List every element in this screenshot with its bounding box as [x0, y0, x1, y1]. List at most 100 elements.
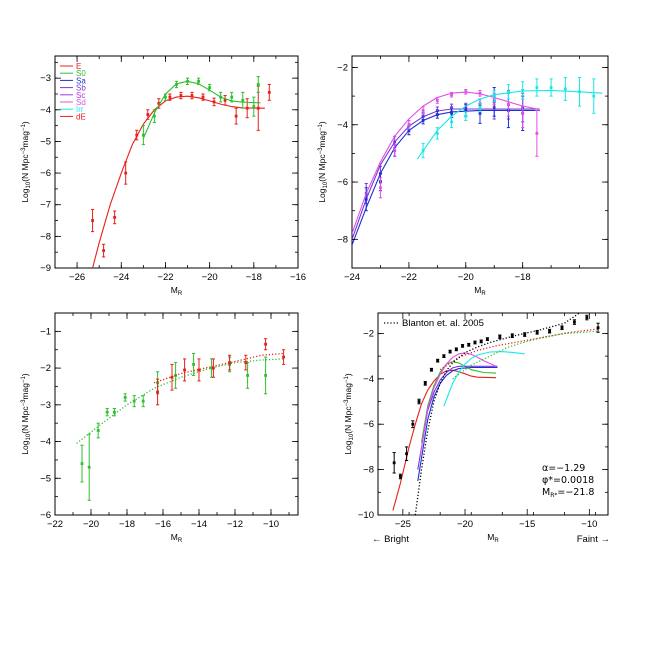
series-Irr-point [507, 90, 510, 94]
plot-area [76, 338, 286, 501]
x-tick-label: −10 [263, 519, 279, 530]
y-axis-label: Log10(N Mpc−3mag−1) [20, 121, 32, 203]
series-S0-point [219, 95, 223, 99]
total-lf-point [411, 422, 415, 426]
total-lf-point [560, 326, 564, 330]
panel-B: −24 −22 −20 −18 −8 −6 −4 −2 MR Log10(N Mpc−3mag−1… [317, 55, 609, 297]
series-Irr-point [421, 149, 425, 152]
y-tick-label: −2 [337, 62, 348, 73]
series-dE-point [170, 375, 174, 379]
series-Irr-point [578, 90, 581, 94]
plot-frame [351, 55, 609, 269]
series-Sc-point [435, 99, 439, 102]
legend-label-Sa: Sa [76, 76, 86, 85]
series-Sa-point [435, 113, 439, 117]
x-tick-label: −24 [113, 272, 129, 283]
curve-Sb [417, 365, 498, 470]
x-axis-label: MR [487, 532, 499, 544]
series-Irr-point [141, 399, 145, 403]
plot-frame [377, 312, 609, 516]
y-tick-label: −8 [337, 234, 348, 245]
plot-frame [54, 312, 299, 516]
series-E-point [234, 114, 238, 118]
x-tick-label: −25 [395, 519, 411, 530]
series-Irr-point [264, 374, 267, 377]
curve-Irr [76, 358, 284, 444]
series-Sc-point [450, 93, 453, 97]
series-Sc-point [379, 186, 382, 190]
x-tick-label: −15 [519, 519, 535, 530]
series-Irr-point [492, 94, 496, 98]
y-axis-label: Log10(N Mpc−3mag−1) [343, 373, 355, 455]
series-E-point [146, 113, 150, 116]
total-lf-point [548, 329, 551, 333]
total-lf-point [523, 333, 527, 336]
y-tick-label: −8 [363, 465, 374, 476]
plot-area [392, 313, 600, 515]
series-dE-point [197, 368, 201, 372]
x-tick-label: −20 [83, 519, 99, 530]
y-tick-label: −6 [363, 419, 374, 430]
y-tick-label: −2 [40, 363, 51, 374]
x-tick-label: −20 [202, 272, 218, 283]
series-Irr-point [96, 429, 100, 432]
plot-frame [54, 55, 299, 269]
series-Irr-point [105, 410, 109, 414]
series-E-point [256, 106, 260, 110]
series-E-point [267, 90, 271, 94]
total-lf-point [423, 381, 427, 385]
series-S0-point [241, 98, 245, 102]
series-dE-point [183, 368, 186, 372]
x-tick-label: −16 [290, 272, 306, 283]
series-Irr-point [113, 410, 116, 414]
x-tick-label: −22 [47, 519, 63, 530]
x-tick-label: −18 [119, 519, 135, 530]
total-lf-point [467, 343, 471, 347]
y-tick-label: −4 [363, 374, 374, 385]
curve-irr_faint [452, 330, 599, 380]
total-lf-point [510, 334, 514, 338]
series-S0-point [256, 83, 260, 86]
series-dE-point [228, 361, 231, 364]
panel-A: −26 −24 −22 −20 −18 −16 −9 −8 −7 −6 −5 −4 −3 MR Log10(… [20, 55, 306, 297]
param-alpha: α=−1.29 [542, 463, 585, 474]
series-dE-point [264, 342, 267, 346]
series-E-point [157, 102, 161, 105]
y-tick-label: −6 [40, 510, 51, 521]
legend-label-Sb: Sb [76, 84, 86, 93]
series-Irr-point [132, 399, 136, 403]
y-tick-label: −4 [40, 105, 51, 116]
curve-dE [153, 352, 284, 384]
total-lf-point [498, 335, 502, 339]
series-Sb-point [421, 114, 425, 118]
series-E-point [212, 100, 216, 104]
series-Irr-point [478, 106, 482, 109]
series-Sa-point [478, 111, 482, 115]
bright-label: ← Bright [372, 534, 409, 545]
total-lf-point [585, 316, 589, 319]
series-E-point [124, 171, 128, 175]
y-tick-label: −10 [358, 510, 374, 521]
curve-Sa [417, 366, 498, 482]
x-tick-label: −18 [246, 272, 262, 283]
curve-blanton [414, 313, 580, 515]
curve-E [92, 95, 265, 268]
series-Irr-point [246, 374, 249, 377]
series-E-point [102, 249, 105, 252]
series-Sc-point [478, 91, 482, 95]
y-tick-label: −3 [40, 73, 51, 84]
series-E-point [91, 219, 94, 222]
x-axis-label: MR [474, 285, 486, 297]
series-E-point [201, 95, 205, 99]
y-axis-label: Log10(N Mpc−3mag−1) [317, 121, 329, 203]
series-Sa-point [407, 129, 411, 132]
series-Sc-point [393, 149, 397, 152]
y-tick-label: −5 [40, 473, 51, 484]
plot-area [352, 76, 603, 246]
legend-label-E: E [76, 62, 81, 71]
total-lf-point [573, 320, 576, 324]
total-lf-point [417, 400, 421, 403]
legend-label-dE: dE [76, 112, 86, 121]
series-Sc-point [521, 111, 525, 115]
x-tick-label: −20 [457, 519, 473, 530]
